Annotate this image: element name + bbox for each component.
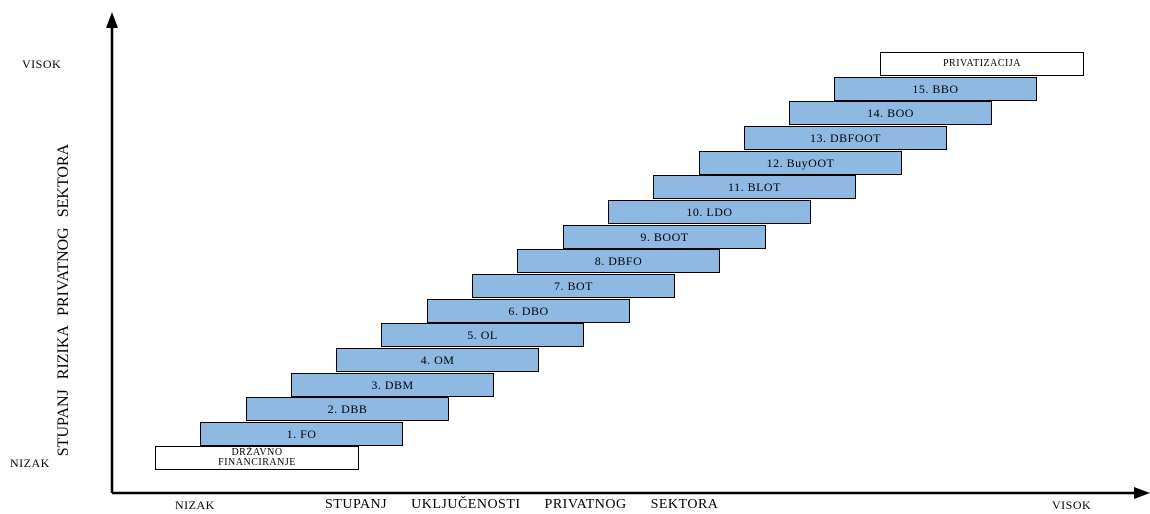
step-11: 11. BLOT — [653, 175, 856, 199]
y-axis-low-label: NIZAK — [10, 456, 50, 470]
y-axis-high-label: VISOK — [22, 57, 62, 71]
end-box-privatizacija: PRIVATIZACIJA — [880, 52, 1084, 76]
start-box-drzavno-financiranje: DRŽAVNO FINANCIRANJE — [155, 446, 359, 470]
step-8: 8. DBFO — [517, 249, 720, 273]
step-5: 5. OL — [381, 323, 584, 347]
x-axis-arrow-icon — [1134, 487, 1150, 499]
step-9: 9. BOOT — [563, 225, 766, 249]
step-13: 13. DBFOOT — [744, 126, 947, 150]
step-1: 1. FO — [200, 422, 403, 446]
x-axis-low-label: NIZAK — [175, 498, 215, 512]
step-14: 14. BOO — [789, 101, 992, 125]
x-axis-high-label: VISOK — [1052, 498, 1092, 512]
start-box-line2: FINANCIRANJE — [218, 457, 296, 468]
x-axis-title: STUPANJ UKLJUČENOSTI PRIVATNOG SEKTORA — [325, 497, 719, 512]
step-12: 12. BuyOOT — [699, 151, 902, 175]
step-7: 7. BOT — [472, 274, 675, 298]
y-axis-title: STUPANJ RIZIKA PRIVATNOG SEKTORA — [55, 143, 72, 457]
step-2: 2. DBB — [246, 397, 449, 421]
step-4: 4. OM — [336, 348, 539, 372]
step-6: 6. DBO — [427, 299, 630, 323]
step-10: 10. LDO — [608, 200, 811, 224]
y-axis-arrow-icon — [106, 12, 118, 28]
start-box-line1: DRŽAVNO — [231, 447, 283, 458]
step-15: 15. BBO — [834, 77, 1037, 101]
step-3: 3. DBM — [291, 373, 494, 397]
